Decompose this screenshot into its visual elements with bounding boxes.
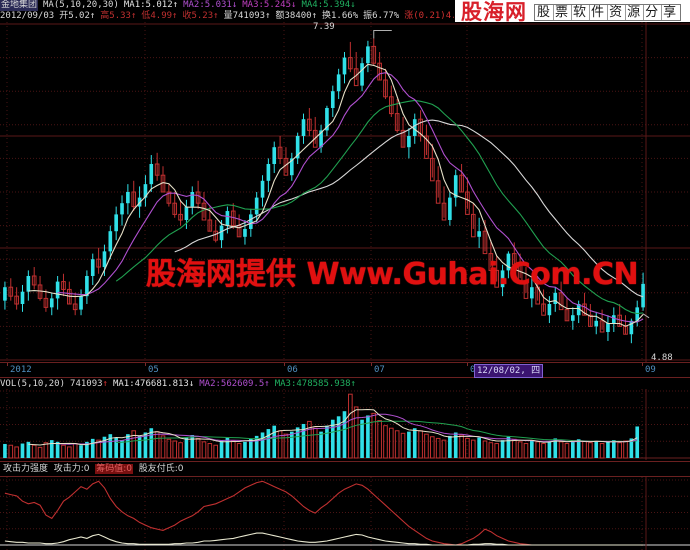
quote-item-额: 额38400↑: [275, 11, 318, 21]
quote-item-开: 开5.02↑: [59, 11, 96, 21]
indicator-labels: 攻击力强度 攻击力:0 筹码值:0 股友付氏:0: [3, 464, 189, 475]
tagline-char-0: 股: [537, 5, 555, 20]
stock-name[interactable]: 金地集团: [0, 0, 39, 11]
vol-title: VOL(5,10,20): [0, 379, 66, 389]
ind-series-1: [4, 532, 644, 546]
logo-top-row: 股海网 股票软件资源分享: [455, 0, 690, 25]
spacer: [356, 0, 361, 11]
indicator-panel[interactable]: [0, 477, 690, 550]
quote-item-收: 收5.23↑: [182, 11, 219, 21]
date-label-0: 2012: [10, 365, 32, 375]
indicator-item-1: 筹码值:0: [95, 464, 134, 474]
tagline-char-3: 件: [591, 5, 609, 20]
quote-item-高: 高5.33↑: [100, 11, 137, 21]
axis-top-rule: [0, 362, 690, 363]
ma-title: MA(5,10,20,30): [43, 0, 119, 10]
date-tick-0: [7, 363, 8, 366]
vol-ma-values: MA1:476681.813↓ MA2:562609.5↑ MA3:478585…: [113, 379, 361, 390]
vol-ma-2: MA2:562609.5↑: [199, 379, 270, 389]
indicator-svg: [0, 477, 690, 550]
ma-line-30: [174, 119, 644, 298]
ma-item-1: MA1:5.012↑: [123, 0, 179, 10]
date-tick-1: [145, 363, 146, 366]
date-axis[interactable]: 20120506070809 12/08/02, 四: [0, 362, 690, 378]
header-ma-line: 金地集团 MA(5,10,20,30) MA1:5.012↑ MA2:5.031…: [0, 0, 361, 11]
vol-ma-1: MA1:476681.813↓: [112, 379, 195, 389]
date-tick-3: [371, 363, 372, 366]
quote-item-涨: 涨(0.21)4.18%: [404, 11, 473, 21]
last-leader: [642, 313, 650, 319]
ma-values: MA1:5.012↑ MA2:5.031↓ MA3:5.245↓ MA4:5.3…: [124, 0, 361, 11]
quote-item-换: 换1.66%: [322, 11, 359, 21]
vol-ma-5: [28, 408, 638, 446]
quote-item-振: 振6.77%: [363, 11, 400, 21]
volume-svg: [0, 389, 690, 460]
vol-ma-3: MA3:478585.938↑: [274, 379, 356, 389]
last-price-label: 4.88: [651, 353, 673, 363]
candle-group: [3, 38, 645, 344]
brand-tagline: 股票软件资源分享: [534, 4, 682, 21]
ind-bottom-rule: [0, 476, 690, 477]
indicator-item-0: 攻击力:0: [53, 464, 90, 474]
peak-leader: [373, 30, 392, 39]
volume-panel[interactable]: [0, 389, 690, 460]
main-price-chart[interactable]: [0, 22, 690, 362]
date-label-5: 09: [645, 365, 656, 375]
date-tick-2: [284, 363, 285, 366]
quote-item-低: 低4.99↑: [141, 11, 178, 21]
tagline-char-2: 软: [573, 5, 591, 20]
date-label-3: 07: [374, 365, 385, 375]
tagline-char-6: 分: [645, 5, 663, 20]
peak-price-label: 7.39: [313, 22, 335, 32]
tagline-char-7: 享: [663, 5, 679, 20]
brand-name: 股海网: [461, 0, 527, 24]
ma-line-5: [28, 63, 644, 327]
crosshair-date-label: 12/08/02, 四: [474, 364, 544, 378]
tagline-char-4: 资: [609, 5, 627, 20]
quote-item-量: 量741093↑: [223, 11, 271, 21]
date-label-1: 05: [148, 365, 159, 375]
tagline-char-1: 票: [555, 5, 573, 20]
ma-item-3: MA3:5.245↓: [242, 0, 297, 10]
volume-header: VOL(5,10,20) 741093↑ MA1:476681.813↓ MA2…: [0, 379, 361, 390]
ma-line-20: [115, 99, 644, 315]
candlestick-svg: [0, 22, 690, 362]
ma-item-2: MA2:5.031↓: [183, 0, 238, 10]
axis-bottom-rule: [0, 377, 690, 378]
vol-ma-10: [57, 413, 638, 445]
ind-top-rule: [0, 461, 690, 462]
ma-line-10: [57, 72, 644, 323]
indicator-item-2: 股友付氏:0: [138, 464, 184, 474]
date-tick-4: [467, 363, 468, 366]
indicator-title: 攻击力强度: [3, 464, 49, 474]
vol-arrow: ↑: [102, 379, 108, 389]
ma-item-4: MA4:5.394↓: [301, 0, 356, 10]
vol-value: 741093: [70, 379, 103, 389]
date-label-2: 06: [287, 365, 298, 375]
date-tick-5: [642, 363, 643, 366]
tagline-char-5: 源: [627, 5, 645, 20]
quote-date: 2012/09/03: [0, 11, 55, 21]
